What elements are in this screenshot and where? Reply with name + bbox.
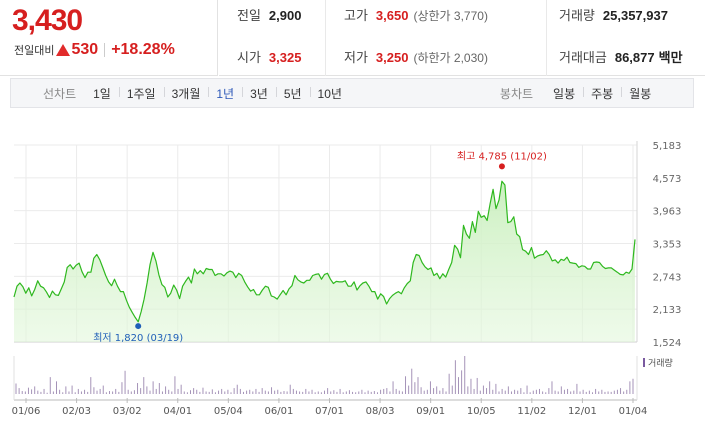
stat-high: 고가 3,650 (상한가 3,770) <box>344 5 488 24</box>
chart-period-bar: 선차트 1일 1주일 3개월 1년 3년 5년 10년 봉차트 일봉 주봉 월봉 <box>10 78 694 108</box>
stat-value: 2,900 <box>268 8 302 23</box>
min-annotation: 최저 1,820 (03/19) <box>93 332 183 344</box>
tab-5-years[interactable]: 5년 <box>275 85 310 102</box>
change-rate: +18.28% <box>111 41 175 58</box>
price-change-row: 전일대비 530 +18.28% <box>14 41 175 59</box>
stat-trade-value: 거래대금 86,877 백만 <box>559 47 683 66</box>
change-amount: 530 <box>71 41 99 58</box>
x-tick-label: 11/02 <box>517 406 546 417</box>
candle-chart-tabs: 봉차트 일봉 주봉 월봉 <box>500 85 659 102</box>
stat-sub: (상한가 3,770) <box>413 9 488 23</box>
min-marker <box>135 323 142 330</box>
x-tick-label: 01/06 <box>12 406 41 417</box>
stat-value: 3,250 <box>375 50 409 65</box>
tab-10-years[interactable]: 10년 <box>309 85 350 102</box>
line-chart-title: 선차트 <box>43 86 77 101</box>
stat-label: 거래량 <box>559 8 595 23</box>
x-tick-label: 01/04 <box>619 406 648 417</box>
x-tick-label: 03/02 <box>113 406 142 417</box>
price-chart[interactable]: 5,183 4,573 3,963 3,353 2,743 2,133 1,524 01/06… <box>10 128 695 428</box>
price-chart-svg: 5,183 4,573 3,963 3,353 2,743 2,133 1,524 01/06… <box>12 141 682 417</box>
x-tick-label: 05/04 <box>214 406 243 417</box>
tab-daily-candle[interactable]: 일봉 <box>553 86 576 101</box>
y-tick-label: 2,133 <box>653 305 682 316</box>
stat-low: 저가 3,250 (하한가 2,030) <box>344 47 488 66</box>
stat-value: 3,325 <box>268 50 302 65</box>
x-tick-label: 09/01 <box>416 406 445 417</box>
tab-weekly-candle[interactable]: 주봉 <box>583 85 621 102</box>
y-tick-label: 3,353 <box>653 240 682 251</box>
stat-label: 고가 <box>344 8 368 23</box>
current-price: 3,430 <box>12 4 83 37</box>
stat-value: 86,877 <box>614 50 655 65</box>
tab-3-months[interactable]: 3개월 <box>163 85 209 102</box>
stat-label: 시가 <box>237 50 261 65</box>
change-label: 전일대비 <box>14 45 55 57</box>
stat-label: 저가 <box>344 50 368 65</box>
stats-column-2: 고가 3,650 (상한가 3,770) 저가 3,250 (하한가 2,030… <box>326 0 547 76</box>
tab-1-week[interactable]: 1주일 <box>118 85 164 102</box>
price-line <box>13 180 636 323</box>
y-tick-label: 2,743 <box>653 272 682 283</box>
stat-value: 25,357,937 <box>602 8 668 23</box>
current-price-panel: 3,430 전일대비 530 +18.28% <box>0 0 218 76</box>
x-tick-label: 06/01 <box>265 406 294 417</box>
stat-unit: 백만 <box>658 50 683 65</box>
stat-prev-close: 전일 2,900 <box>237 5 301 24</box>
tab-1-day[interactable]: 1일 <box>93 86 111 101</box>
max-annotation: 최고 4,785 (11/02) <box>457 150 547 162</box>
up-triangle-icon <box>56 44 71 56</box>
x-tick-label: 10/05 <box>467 406 496 417</box>
volume-legend-swatch <box>643 358 645 367</box>
price-area <box>14 181 635 342</box>
x-tick-label: 04/01 <box>163 406 192 417</box>
y-tick-label: 1,524 <box>653 338 682 349</box>
stat-volume: 거래량 25,357,937 <box>559 5 668 24</box>
x-tick-label: 02/03 <box>62 406 91 417</box>
y-tick-label: 3,963 <box>653 207 682 218</box>
stat-sub: (하한가 2,030) <box>413 51 488 65</box>
stat-open: 시가 3,325 <box>237 47 301 66</box>
x-tick-label: 07/01 <box>315 406 344 417</box>
stats-column-1: 전일 2,900 시가 3,325 <box>219 0 326 76</box>
stats-column-3: 거래량 25,357,937 거래대금 86,877 백만 <box>547 0 705 76</box>
change-divider <box>104 43 106 57</box>
x-tick-label: 12/01 <box>568 406 597 417</box>
tab-1-year[interactable]: 1년 <box>208 85 242 102</box>
price-stats: 전일 2,900 시가 3,325 고가 3,650 (상한가 3,770) 저… <box>219 0 705 76</box>
tab-3-years[interactable]: 3년 <box>242 85 276 102</box>
x-tick-label: 08/03 <box>366 406 395 417</box>
volume-legend-label: 거래량 <box>648 357 673 369</box>
tab-monthly-candle[interactable]: 월봉 <box>621 85 659 102</box>
max-marker <box>498 163 505 170</box>
stat-value: 3,650 <box>375 8 409 23</box>
y-tick-label: 4,573 <box>653 174 682 185</box>
stat-label: 거래대금 <box>559 50 607 65</box>
line-chart-tabs: 선차트 1일 1주일 3개월 1년 3년 5년 10년 <box>11 85 350 102</box>
y-tick-label: 5,183 <box>653 141 682 152</box>
stat-label: 전일 <box>237 8 261 23</box>
candle-chart-title: 봉차트 <box>499 86 534 101</box>
